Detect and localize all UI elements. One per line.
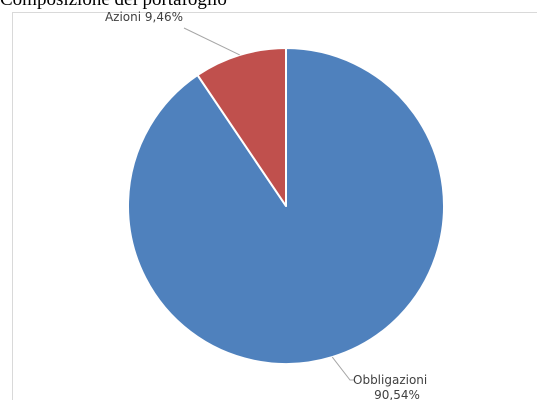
leader-line-obbligazioni	[331, 356, 354, 381]
chart-title: Composizione del portafoglio	[0, 0, 537, 11]
data-label-azioni: Azioni 9,46%	[105, 10, 183, 24]
pie-slice-azioni	[196, 47, 287, 207]
chart-area	[12, 12, 537, 400]
data-label-obbligazioni: Obbligazioni 90,54%	[353, 373, 427, 400]
leader-line-azioni	[183, 27, 240, 56]
